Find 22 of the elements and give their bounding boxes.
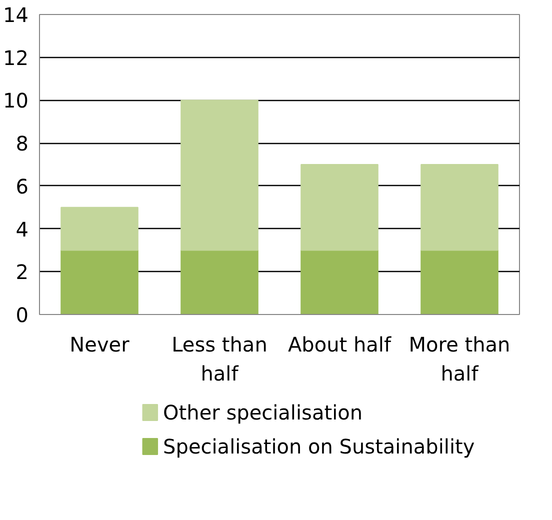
x-tick-label: About half <box>288 332 392 356</box>
y-tick-label: 0 <box>16 303 29 327</box>
bar <box>300 250 378 314</box>
bar <box>60 250 138 314</box>
y-tick-label: 10 <box>3 88 29 113</box>
x-tick-label: Less than half <box>172 332 268 386</box>
y-tick-label: 14 <box>3 3 29 27</box>
y-tick-label: 4 <box>16 217 29 242</box>
x-tick-label: More than half <box>408 332 510 386</box>
bar <box>180 250 258 314</box>
y-tick-label: 6 <box>16 174 29 198</box>
bar <box>420 164 498 251</box>
legend-label: Specialisation on Sustainability <box>163 434 475 458</box>
x-tick-label: Never <box>70 332 130 356</box>
y-tick-label: 2 <box>16 260 29 284</box>
legend-label: Other specialisation <box>163 400 363 424</box>
bar <box>420 250 498 314</box>
y-tick-label: 12 <box>3 46 29 70</box>
bar <box>300 164 378 251</box>
bar <box>180 100 258 251</box>
bar <box>60 206 138 251</box>
y-tick-label: 8 <box>16 132 29 156</box>
